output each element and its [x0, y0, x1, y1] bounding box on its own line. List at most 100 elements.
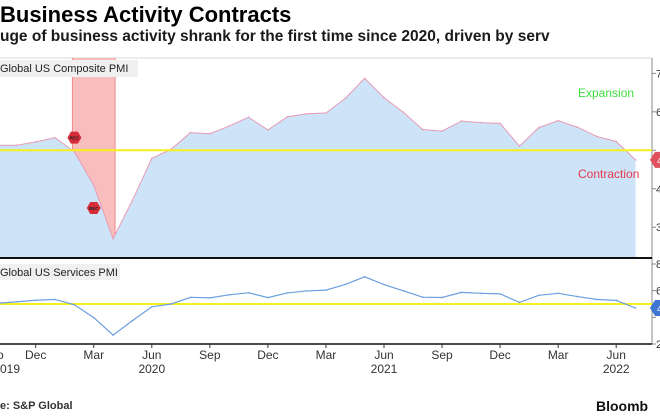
- services-pmi-line: [0, 276, 636, 336]
- x-axis-month-label: Mar: [83, 348, 104, 362]
- composite-last-value-badge: [650, 151, 660, 168]
- composite-pmi-point: [131, 199, 134, 202]
- services-pmi-point: [170, 303, 172, 305]
- services-y-tick-label: 2: [656, 339, 660, 351]
- x-axis-year-label: 2020: [138, 362, 165, 376]
- composite-pmi-line: [0, 77, 636, 241]
- services-pmi-point: [363, 276, 366, 278]
- composite-pmi-point: [363, 77, 366, 80]
- x-axis-month-label: Jun: [374, 348, 393, 362]
- composite-y-tick-label: 6: [656, 107, 660, 119]
- composite-y-tick-label: 3: [656, 222, 660, 234]
- services-pmi-point: [151, 306, 153, 308]
- services-pmi-point: [131, 319, 134, 322]
- services-last-value: 4: [657, 304, 660, 315]
- services-pmi-point: [383, 283, 385, 286]
- composite-pmi-point: [479, 121, 482, 124]
- services-last-value-badge: [650, 300, 660, 316]
- composite-pmi-point: [615, 140, 617, 143]
- composite-pmi-point: [383, 96, 385, 99]
- chart-title: Business Activity Contracts: [0, 2, 292, 27]
- chart-subtitle: uge of business activity shrank for the …: [0, 28, 550, 45]
- services-pmi-point: [499, 293, 501, 295]
- composite-pmi-point: [189, 131, 192, 134]
- composite-pmi-point: [421, 128, 424, 131]
- composite-y-tick-label: 7: [656, 68, 660, 80]
- x-axis-month-label: Mar: [548, 348, 569, 362]
- services-pmi-point: [73, 304, 76, 306]
- services-pmi-point: [112, 334, 114, 336]
- composite-y-tick-label: 4: [656, 184, 660, 196]
- composite-pmi-point: [286, 116, 289, 118]
- source-note: e: S&P Global: [0, 400, 73, 412]
- services-pmi-point: [228, 294, 230, 296]
- services-y-tick-label: 8: [656, 259, 660, 271]
- composite-pmi-point: [34, 141, 37, 143]
- composite-pmi-point: [325, 112, 327, 114]
- composite-pmi-point: [634, 159, 637, 161]
- x-axis-month-label: Mar: [316, 348, 337, 362]
- x-axis-month-label: Jun: [142, 348, 161, 362]
- services-pmi-point: [479, 292, 482, 295]
- services-pmi-point: [54, 298, 56, 301]
- services-pmi-point: [460, 291, 463, 294]
- services-series-label: Global US Services PMI: [0, 267, 118, 279]
- x-axis-year-label: 2021: [371, 362, 398, 376]
- services-y-tick-label: 6: [656, 286, 660, 298]
- composite-pmi-point: [247, 116, 250, 119]
- recession-end-tag-label: REC: [89, 206, 99, 211]
- services-pmi-point: [305, 290, 308, 292]
- services-pmi-point: [402, 290, 405, 292]
- composite-pmi-point: [112, 237, 114, 240]
- services-pmi-point: [557, 292, 559, 295]
- services-pmi-point: [596, 298, 598, 301]
- composite-pmi-point: [538, 126, 540, 129]
- composite-pmi-area: [0, 78, 636, 258]
- x-axis-month-label: Dec: [489, 348, 510, 362]
- composite-pmi-point: [209, 132, 211, 135]
- services-pmi-point: [189, 296, 192, 299]
- x-axis-month-label: Sep: [431, 348, 453, 362]
- composite-pmi-point: [518, 145, 521, 147]
- composite-pmi-point: [228, 125, 230, 127]
- x-axis-year-label: 2022: [603, 362, 630, 376]
- services-pmi-point: [518, 301, 521, 304]
- x-axis-month-label: Sep: [199, 348, 221, 362]
- services-pmi-point: [634, 307, 637, 309]
- composite-pmi-point: [151, 157, 153, 160]
- x-axis-month-label: Dec: [25, 348, 46, 362]
- services-pmi-point: [344, 283, 347, 286]
- services-pmi-point: [267, 296, 269, 299]
- services-pmi-point: [286, 292, 289, 294]
- services-pmi-point: [209, 297, 211, 299]
- composite-pmi-point: [460, 120, 463, 122]
- composite-series-label-box: [0, 60, 138, 77]
- services-pmi-point: [247, 292, 250, 294]
- x-axis-month-label: Dec: [257, 348, 278, 362]
- services-pmi-point: [441, 296, 443, 299]
- services-pmi-point: [576, 295, 579, 298]
- services-pmi-point: [92, 316, 95, 319]
- composite-pmi-point: [73, 151, 76, 153]
- services-pmi-point: [615, 299, 617, 302]
- composite-pmi-point: [267, 129, 269, 131]
- x-axis-month-label: o: [0, 348, 4, 362]
- contraction-label: Contraction: [578, 167, 639, 181]
- services-pmi-point: [538, 294, 540, 297]
- composite-pmi-point: [54, 136, 56, 139]
- services-pmi-point: [421, 296, 424, 299]
- composite-pmi-point: [15, 144, 18, 147]
- recession-start-tag-marker: [67, 131, 82, 144]
- services-series-label-box: [0, 264, 120, 280]
- composite-last-value: 4: [657, 156, 660, 167]
- composite-series-label: Global US Composite PMI: [0, 63, 128, 75]
- composite-pmi-point: [441, 130, 443, 132]
- services-pmi-point: [325, 289, 327, 291]
- composite-pmi-point: [344, 97, 347, 100]
- composite-pmi-point: [596, 135, 598, 138]
- recession-end-tag-marker: [86, 202, 101, 214]
- composite-pmi-point: [92, 184, 95, 187]
- composite-pmi-point: [499, 122, 501, 125]
- composite-pmi-point: [576, 126, 579, 129]
